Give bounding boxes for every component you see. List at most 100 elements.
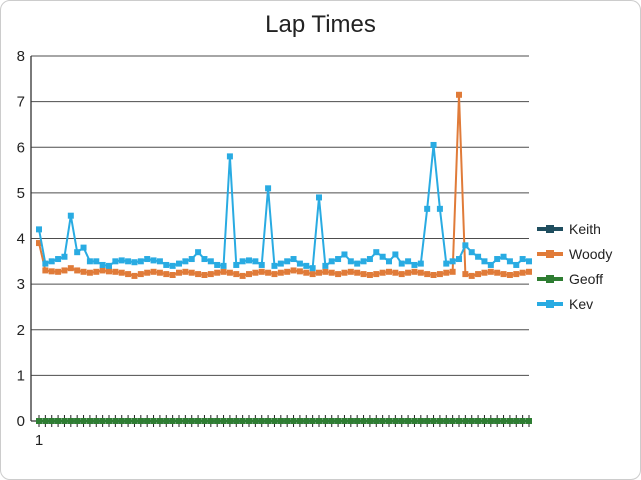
- data-point-geoff[interactable]: [74, 418, 80, 424]
- data-point-geoff[interactable]: [297, 418, 303, 424]
- data-point-woody[interactable]: [176, 270, 182, 276]
- data-point-geoff[interactable]: [520, 418, 526, 424]
- data-point-geoff[interactable]: [106, 418, 112, 424]
- data-point-woody[interactable]: [329, 270, 335, 276]
- data-point-kev[interactable]: [354, 261, 360, 267]
- data-point-kev[interactable]: [475, 254, 481, 260]
- data-point-geoff[interactable]: [322, 418, 328, 424]
- data-point-woody[interactable]: [252, 270, 258, 276]
- data-point-woody[interactable]: [456, 92, 462, 98]
- data-point-kev[interactable]: [361, 258, 367, 264]
- data-point-geoff[interactable]: [214, 418, 220, 424]
- data-point-kev[interactable]: [469, 249, 475, 255]
- data-point-kev[interactable]: [195, 249, 201, 255]
- data-point-kev[interactable]: [119, 257, 125, 263]
- data-point-geoff[interactable]: [144, 418, 150, 424]
- data-point-woody[interactable]: [348, 269, 354, 275]
- data-point-woody[interactable]: [361, 271, 367, 277]
- data-point-geoff[interactable]: [348, 418, 354, 424]
- data-point-kev[interactable]: [450, 258, 456, 264]
- data-point-kev[interactable]: [329, 258, 335, 264]
- data-point-kev[interactable]: [259, 262, 265, 268]
- data-point-kev[interactable]: [348, 258, 354, 264]
- data-point-woody[interactable]: [526, 269, 532, 275]
- data-point-kev[interactable]: [112, 258, 118, 264]
- data-point-geoff[interactable]: [49, 418, 55, 424]
- data-point-woody[interactable]: [431, 272, 437, 278]
- data-point-woody[interactable]: [214, 270, 220, 276]
- data-point-kev[interactable]: [284, 258, 290, 264]
- data-point-woody[interactable]: [125, 271, 131, 277]
- data-point-woody[interactable]: [100, 267, 106, 273]
- data-point-woody[interactable]: [354, 270, 360, 276]
- data-point-woody[interactable]: [201, 272, 207, 278]
- data-point-kev[interactable]: [443, 261, 449, 267]
- data-point-woody[interactable]: [278, 270, 284, 276]
- data-point-woody[interactable]: [233, 271, 239, 277]
- data-point-kev[interactable]: [201, 256, 207, 262]
- data-point-woody[interactable]: [163, 271, 169, 277]
- data-point-kev[interactable]: [144, 256, 150, 262]
- data-point-kev[interactable]: [182, 258, 188, 264]
- data-point-geoff[interactable]: [501, 418, 507, 424]
- data-point-woody[interactable]: [494, 270, 500, 276]
- data-point-woody[interactable]: [119, 270, 125, 276]
- data-point-woody[interactable]: [42, 267, 48, 273]
- data-point-kev[interactable]: [341, 251, 347, 257]
- data-point-woody[interactable]: [437, 271, 443, 277]
- data-point-geoff[interactable]: [367, 418, 373, 424]
- data-point-woody[interactable]: [151, 269, 157, 275]
- data-point-kev[interactable]: [240, 258, 246, 264]
- data-point-woody[interactable]: [106, 268, 112, 274]
- data-point-geoff[interactable]: [176, 418, 182, 424]
- data-point-woody[interactable]: [182, 269, 188, 275]
- data-point-geoff[interactable]: [170, 418, 176, 424]
- data-point-geoff[interactable]: [81, 418, 87, 424]
- data-point-kev[interactable]: [61, 254, 67, 260]
- data-point-woody[interactable]: [259, 269, 265, 275]
- data-point-geoff[interactable]: [278, 418, 284, 424]
- data-point-geoff[interactable]: [303, 418, 309, 424]
- data-point-kev[interactable]: [303, 263, 309, 269]
- data-point-woody[interactable]: [221, 269, 227, 275]
- data-point-kev[interactable]: [138, 258, 144, 264]
- data-point-kev[interactable]: [386, 258, 392, 264]
- data-point-kev[interactable]: [252, 258, 258, 264]
- data-point-kev[interactable]: [456, 256, 462, 262]
- data-point-kev[interactable]: [157, 258, 163, 264]
- data-point-geoff[interactable]: [450, 418, 456, 424]
- data-point-geoff[interactable]: [380, 418, 386, 424]
- data-point-woody[interactable]: [386, 269, 392, 275]
- data-point-woody[interactable]: [520, 270, 526, 276]
- data-point-kev[interactable]: [494, 256, 500, 262]
- data-point-woody[interactable]: [61, 267, 67, 273]
- data-point-geoff[interactable]: [488, 418, 494, 424]
- data-point-geoff[interactable]: [386, 418, 392, 424]
- data-point-geoff[interactable]: [100, 418, 106, 424]
- data-point-geoff[interactable]: [291, 418, 297, 424]
- data-point-geoff[interactable]: [411, 418, 417, 424]
- data-point-geoff[interactable]: [462, 418, 468, 424]
- data-point-kev[interactable]: [214, 262, 220, 268]
- data-point-geoff[interactable]: [246, 418, 252, 424]
- data-point-geoff[interactable]: [284, 418, 290, 424]
- data-point-geoff[interactable]: [208, 418, 214, 424]
- data-point-kev[interactable]: [367, 256, 373, 262]
- data-point-geoff[interactable]: [335, 418, 341, 424]
- data-point-woody[interactable]: [488, 269, 494, 275]
- data-point-woody[interactable]: [335, 271, 341, 277]
- data-point-geoff[interactable]: [265, 418, 271, 424]
- data-point-woody[interactable]: [144, 270, 150, 276]
- data-point-geoff[interactable]: [469, 418, 475, 424]
- data-point-geoff[interactable]: [392, 418, 398, 424]
- data-point-geoff[interactable]: [437, 418, 443, 424]
- data-point-kev[interactable]: [227, 153, 233, 159]
- data-point-geoff[interactable]: [399, 418, 405, 424]
- data-point-kev[interactable]: [246, 257, 252, 263]
- data-point-geoff[interactable]: [93, 418, 99, 424]
- data-point-kev[interactable]: [42, 261, 48, 267]
- data-point-woody[interactable]: [475, 271, 481, 277]
- data-point-kev[interactable]: [81, 245, 87, 251]
- data-point-kev[interactable]: [55, 256, 61, 262]
- data-point-kev[interactable]: [507, 258, 513, 264]
